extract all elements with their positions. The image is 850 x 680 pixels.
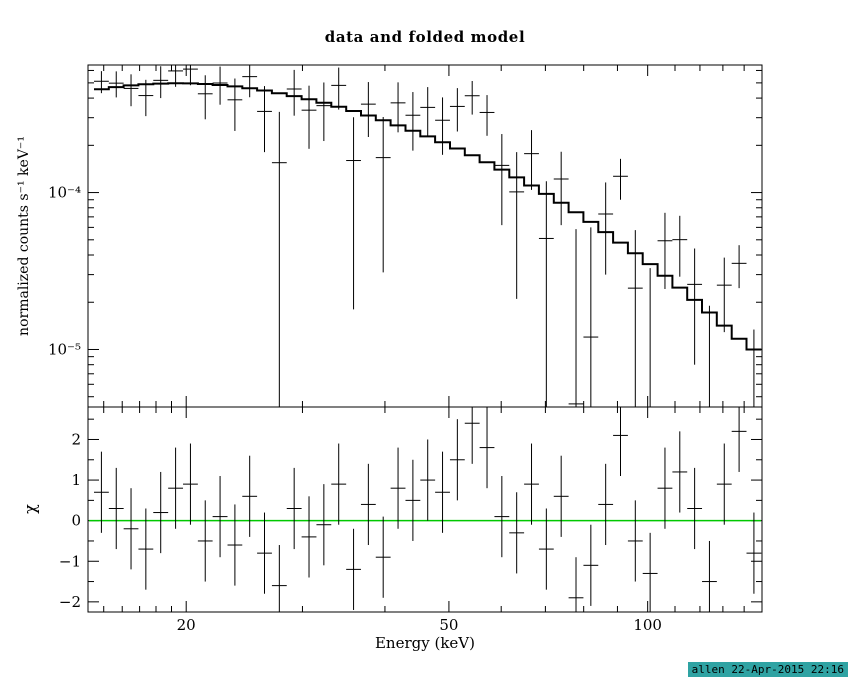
svg-text:10⁻⁵: 10⁻⁵ bbox=[48, 340, 81, 358]
axis-ticks bbox=[88, 65, 762, 612]
folded-model-histogram bbox=[94, 82, 762, 351]
residual-errorbars bbox=[93, 407, 762, 612]
axes-frame bbox=[87, 64, 763, 613]
svg-text:0: 0 bbox=[71, 512, 81, 530]
svg-text:−1: −1 bbox=[59, 552, 81, 570]
svg-text:10⁻⁴: 10⁻⁴ bbox=[48, 184, 81, 202]
tick-labels: 20 50 100 10⁻⁴ 10⁻⁵ −2 −1 0 1 2 bbox=[48, 184, 662, 634]
svg-text:50: 50 bbox=[439, 616, 458, 634]
x-axis-label-energy: Energy (keV) bbox=[374, 634, 475, 652]
data-errorbars bbox=[93, 65, 755, 407]
plot-title: data and folded model bbox=[324, 28, 526, 46]
user-timestamp-stamp: allen 22-Apr-2015 22:16 bbox=[687, 662, 848, 677]
svg-text:2: 2 bbox=[71, 430, 81, 448]
svg-text:20: 20 bbox=[177, 616, 196, 634]
svg-text:1: 1 bbox=[71, 471, 81, 489]
svg-text:100: 100 bbox=[633, 616, 662, 634]
svg-text:−2: −2 bbox=[59, 593, 81, 611]
